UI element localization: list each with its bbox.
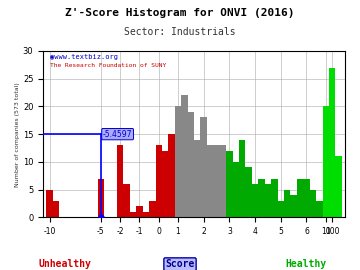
- Bar: [168, 134, 175, 217]
- Text: Z'-Score Histogram for ONVI (2016): Z'-Score Histogram for ONVI (2016): [65, 8, 295, 18]
- Bar: [143, 212, 149, 217]
- Bar: [156, 145, 162, 217]
- Text: Healthy: Healthy: [285, 259, 327, 269]
- Bar: [136, 206, 143, 217]
- Bar: [258, 178, 265, 217]
- Bar: [175, 106, 181, 217]
- Bar: [188, 112, 194, 217]
- Bar: [46, 190, 53, 217]
- Text: Score: Score: [165, 259, 195, 269]
- Bar: [329, 68, 336, 217]
- Bar: [226, 151, 233, 217]
- Bar: [194, 140, 201, 217]
- Bar: [220, 145, 226, 217]
- Bar: [149, 201, 156, 217]
- Text: The Research Foundation of SUNY: The Research Foundation of SUNY: [50, 63, 166, 68]
- Bar: [162, 151, 168, 217]
- Text: Sector: Industrials: Sector: Industrials: [124, 27, 236, 37]
- Bar: [201, 117, 207, 217]
- Bar: [181, 95, 188, 217]
- Text: -5.4597: -5.4597: [103, 130, 132, 139]
- Bar: [252, 184, 258, 217]
- Y-axis label: Number of companies (573 total): Number of companies (573 total): [15, 82, 20, 187]
- Bar: [278, 201, 284, 217]
- Bar: [207, 145, 213, 217]
- Bar: [53, 201, 59, 217]
- Bar: [117, 145, 123, 217]
- Bar: [310, 190, 316, 217]
- Bar: [239, 140, 246, 217]
- Bar: [316, 201, 323, 217]
- Bar: [323, 106, 329, 217]
- Bar: [123, 184, 130, 217]
- Bar: [246, 167, 252, 217]
- Bar: [336, 156, 342, 217]
- Bar: [297, 178, 303, 217]
- Text: ◉www.textbiz.org: ◉www.textbiz.org: [50, 54, 118, 60]
- Bar: [265, 184, 271, 217]
- Bar: [233, 162, 239, 217]
- Bar: [303, 178, 310, 217]
- Bar: [98, 178, 104, 217]
- Bar: [291, 195, 297, 217]
- Bar: [213, 145, 220, 217]
- Bar: [284, 190, 291, 217]
- Bar: [130, 212, 136, 217]
- Bar: [271, 178, 278, 217]
- Text: Unhealthy: Unhealthy: [39, 259, 91, 269]
